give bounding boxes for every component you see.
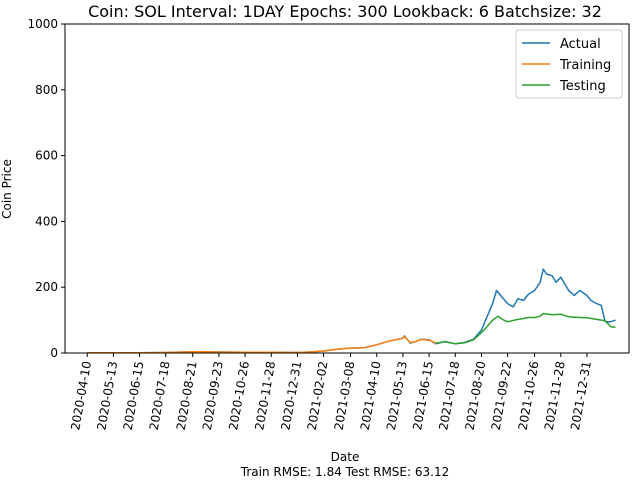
legend-label-actual: Actual xyxy=(560,37,601,52)
y-tick-label: 0 xyxy=(50,346,58,360)
x-tick-label: 2020-11-28 xyxy=(252,360,278,431)
x-tick-label: 2021-06-15 xyxy=(410,360,436,431)
y-tick-label: 200 xyxy=(35,280,58,294)
series-layer xyxy=(87,268,616,354)
x-tick-label: 2021-09-22 xyxy=(489,360,515,431)
x-tick-label: 2021-05-13 xyxy=(384,360,410,431)
legend: Actual Training Testing xyxy=(515,29,623,99)
y-tick-label: 800 xyxy=(35,83,58,97)
y-axis-label: Coin Price xyxy=(0,159,14,219)
legend-label-testing: Testing xyxy=(559,79,606,94)
x-tick-label: 2020-10-26 xyxy=(226,360,252,431)
x-tick-label: 2021-07-18 xyxy=(436,360,462,431)
rmse-footer: Train RMSE: 1.84 Test RMSE: 63.12 xyxy=(240,465,449,479)
y-tick-label: 1000 xyxy=(27,17,58,31)
x-tick-label: 2020-08-21 xyxy=(174,360,200,431)
x-tick-label: 2021-04-10 xyxy=(358,360,384,431)
x-tick-label: 2020-04-10 xyxy=(68,360,94,431)
plot-frame xyxy=(64,23,630,354)
x-tick-label: 2020-07-18 xyxy=(147,360,173,431)
x-axis-label: Date xyxy=(331,450,360,464)
x-tick-label: 2021-02-02 xyxy=(305,360,331,431)
series-line-training xyxy=(87,335,437,354)
x-tick-label: 2020-06-15 xyxy=(121,360,147,431)
x-tick-label: 2021-11-28 xyxy=(542,360,568,431)
y-tick-label: 400 xyxy=(35,214,58,228)
legend-label-training: Training xyxy=(559,58,611,73)
legend-box xyxy=(515,29,623,99)
x-tick-label: 2021-03-08 xyxy=(332,360,358,431)
x-tick-label: 2020-05-13 xyxy=(94,360,120,431)
y-axis: 0 200 400 600 800 1000 xyxy=(27,17,65,360)
x-tick-label: 2021-10-26 xyxy=(516,360,542,431)
y-tick-label: 600 xyxy=(35,149,58,163)
x-tick-label: 2021-08-20 xyxy=(463,360,489,431)
x-axis: 2020-04-10 2020-05-13 2020-06-15 2020-07-18… xyxy=(68,353,594,431)
x-tick-label: 2020-09-23 xyxy=(200,360,226,431)
chart-title: Coin: SOL Interval: 1DAY Epochs: 300 Loo… xyxy=(88,2,602,21)
x-tick-label: 2020-12-31 xyxy=(278,360,304,431)
series-line-testing xyxy=(436,312,616,345)
x-tick-label: 2021-12-31 xyxy=(568,360,594,431)
